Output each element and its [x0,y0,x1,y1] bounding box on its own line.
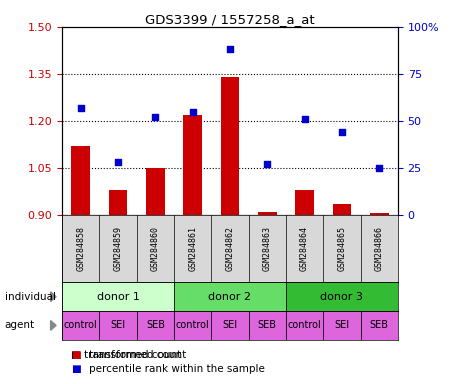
Bar [62,311,99,340]
Text: donor 3: donor 3 [320,291,363,302]
Text: SEI: SEI [222,320,237,331]
Bar [71,146,90,215]
Point [151,114,159,120]
Text: percentile rank within the sample: percentile rank within the sample [89,364,264,374]
Text: GSM284864: GSM284864 [299,226,308,271]
Text: control: control [175,320,209,331]
Text: ■: ■ [71,364,81,374]
Bar [369,214,388,215]
Bar [62,282,174,311]
Title: GDS3399 / 1557258_a_at: GDS3399 / 1557258_a_at [145,13,314,26]
Text: GSM284859: GSM284859 [113,226,122,271]
Text: SEI: SEI [334,320,349,331]
Bar [174,311,211,340]
Point [77,105,84,111]
Text: GSM284863: GSM284863 [262,226,271,271]
Bar [211,311,248,340]
Point [114,159,122,166]
Point [337,129,345,135]
Text: GSM284858: GSM284858 [76,226,85,271]
Bar [360,311,397,340]
Bar [220,77,239,215]
Text: GSM284862: GSM284862 [225,226,234,271]
Point [263,161,270,167]
Bar [285,311,323,340]
Text: donor 1: donor 1 [96,291,139,302]
Text: GSM284865: GSM284865 [337,226,346,271]
Text: ■ transformed count: ■ transformed count [71,350,181,360]
Text: ■: ■ [71,350,81,360]
Text: SEB: SEB [257,320,276,331]
Text: donor 2: donor 2 [208,291,251,302]
Text: transformed count: transformed count [89,350,185,360]
Text: SEI: SEI [110,320,125,331]
Bar [183,115,202,215]
Bar [99,311,136,340]
Bar [136,311,174,340]
Point [226,46,233,53]
Bar [174,282,285,311]
Text: individual: individual [5,291,56,302]
Point [375,165,382,171]
Bar [295,190,313,215]
Bar [257,212,276,215]
Bar [108,190,127,215]
Bar [332,204,351,215]
Point [300,116,308,122]
Text: GSM284860: GSM284860 [151,226,160,271]
Text: SEB: SEB [369,320,388,331]
Text: GSM284866: GSM284866 [374,226,383,271]
Text: SEB: SEB [146,320,164,331]
Bar [285,282,397,311]
Text: agent: agent [5,320,34,331]
Text: GSM284861: GSM284861 [188,226,197,271]
Bar [248,311,285,340]
Bar [146,168,164,215]
Text: control: control [287,320,321,331]
Text: control: control [64,320,97,331]
Bar [323,311,360,340]
Point [189,109,196,115]
